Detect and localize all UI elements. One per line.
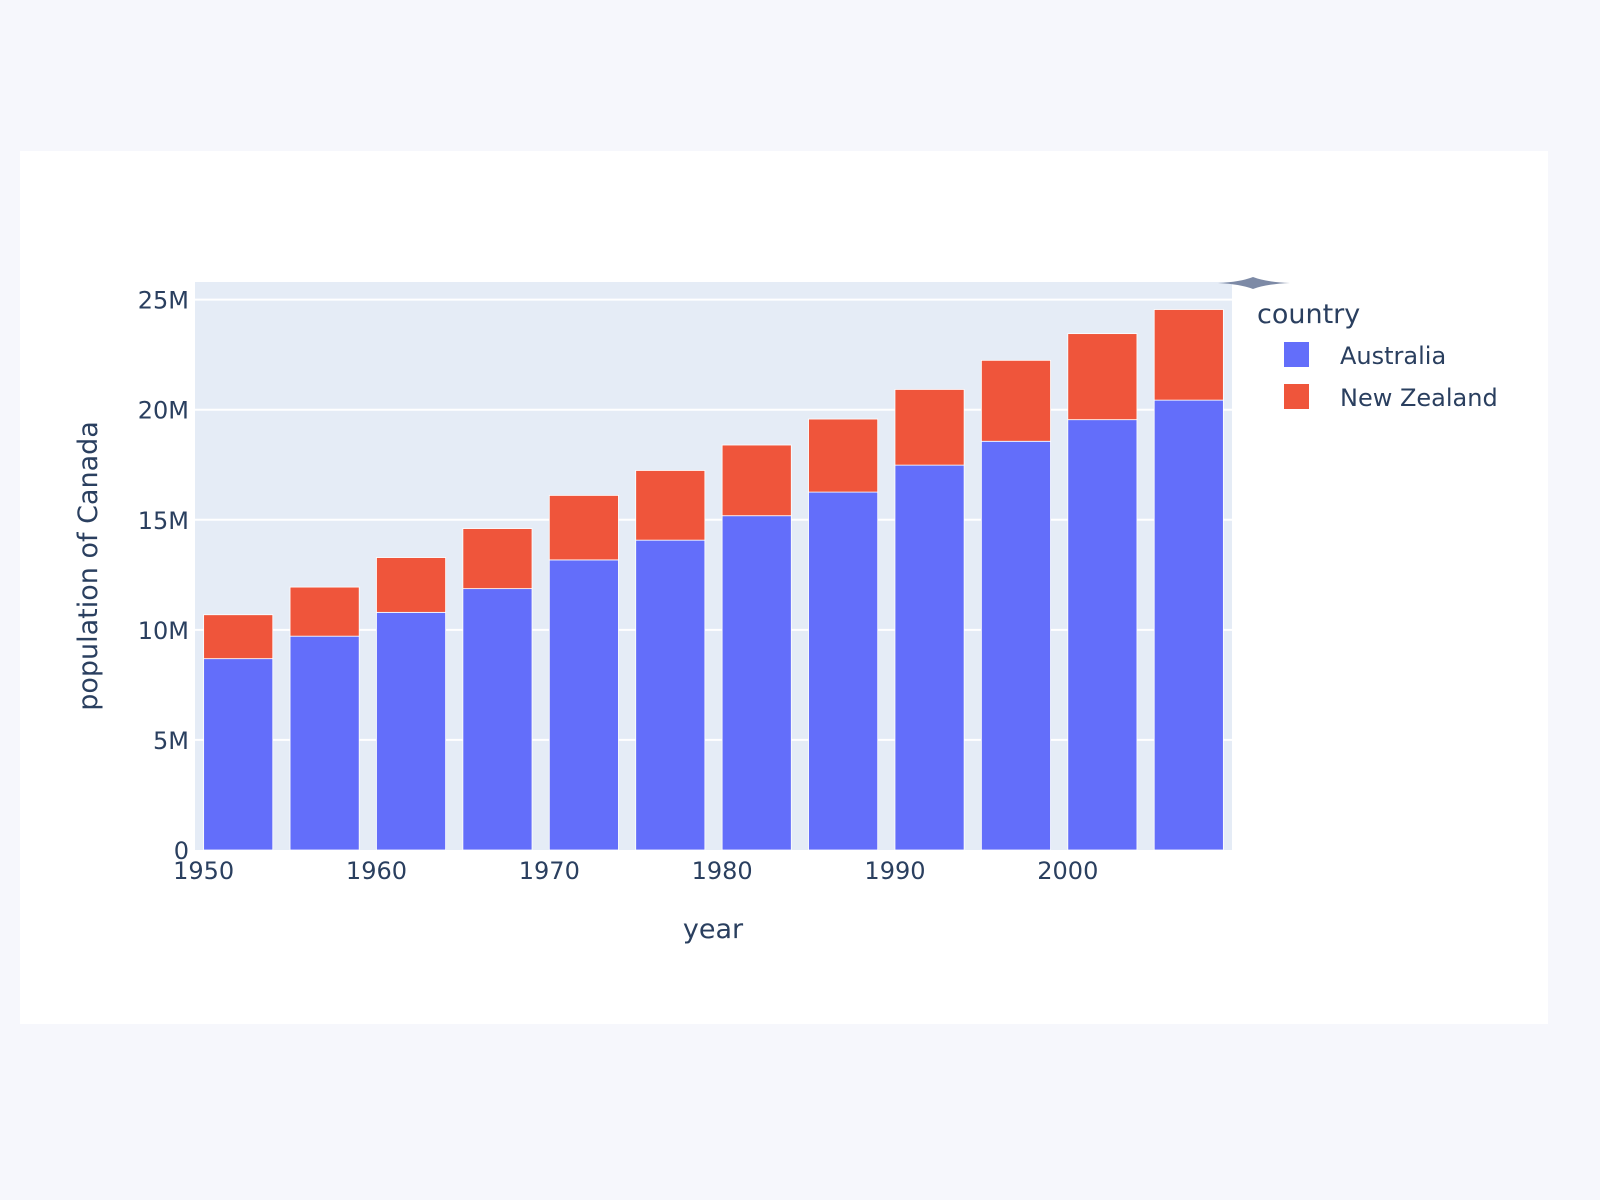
x-tick-label: 2000	[1037, 857, 1098, 885]
bar-australia-1972[interactable]	[548, 559, 619, 851]
bar-new-zealand-1972[interactable]	[548, 495, 619, 561]
bar-new-zealand-1967[interactable]	[462, 528, 533, 590]
bar-australia-1987[interactable]	[808, 491, 879, 851]
x-tick-label: 1950	[173, 857, 234, 885]
y-tick-label: 5M	[153, 727, 189, 755]
bars	[203, 309, 1224, 851]
x-tick-label: 1960	[346, 857, 407, 885]
bar-new-zealand-1992[interactable]	[894, 389, 965, 466]
x-axis-title: year	[683, 914, 744, 945]
y-tick-labels: 0 5M 10M 15M 20M 25M	[138, 287, 189, 865]
bar-new-zealand-1957[interactable]	[289, 586, 360, 637]
bar-new-zealand-1977[interactable]	[635, 470, 706, 541]
bar-australia-1992[interactable]	[894, 464, 965, 851]
x-tick-label: 1970	[519, 857, 580, 885]
bar-australia-1952[interactable]	[203, 658, 274, 851]
x-tick-label: 1990	[864, 857, 925, 885]
legend-label-new-zealand: New Zealand	[1340, 384, 1498, 412]
bar-australia-1977[interactable]	[635, 539, 706, 851]
plot-area	[195, 282, 1232, 850]
y-axis-title: population of Canada	[73, 421, 104, 711]
plotly-logo-icon	[1218, 277, 1290, 289]
bar-australia-1962[interactable]	[376, 611, 447, 851]
bar-australia-1957[interactable]	[289, 635, 360, 851]
y-tick-label: 25M	[138, 287, 189, 315]
x-tick-label: 1980	[692, 857, 753, 885]
y-tick-label: 15M	[138, 507, 189, 535]
bar-new-zealand-2007[interactable]	[1153, 309, 1224, 401]
legend-title: country	[1257, 299, 1360, 330]
bar-new-zealand-1962[interactable]	[376, 557, 447, 613]
legend: country Australia New Zealand	[1257, 299, 1498, 412]
bar-australia-1982[interactable]	[721, 515, 792, 851]
y-tick-label: 0	[174, 837, 189, 865]
bar-new-zealand-2002[interactable]	[1067, 333, 1138, 421]
bar-australia-1967[interactable]	[462, 588, 533, 851]
bar-australia-1997[interactable]	[980, 440, 1051, 851]
legend-swatch-new-zealand	[1284, 384, 1309, 409]
bar-new-zealand-1987[interactable]	[808, 418, 879, 493]
legend-item-australia[interactable]: Australia	[1284, 342, 1446, 370]
bar-new-zealand-1997[interactable]	[980, 359, 1051, 442]
y-tick-label: 10M	[138, 617, 189, 645]
x-tick-labels: 1950 1960 1970 1980 1990 2000	[173, 857, 1098, 885]
y-tick-label: 20M	[138, 397, 189, 425]
legend-label-australia: Australia	[1340, 342, 1446, 370]
bar-new-zealand-1982[interactable]	[721, 444, 792, 517]
bar-new-zealand-1952[interactable]	[203, 614, 274, 660]
legend-swatch-australia	[1284, 342, 1309, 367]
bar-australia-2002[interactable]	[1067, 419, 1138, 851]
bar-australia-2007[interactable]	[1153, 399, 1224, 851]
legend-item-new-zealand[interactable]: New Zealand	[1284, 384, 1498, 412]
grid-lines	[195, 298, 1232, 741]
